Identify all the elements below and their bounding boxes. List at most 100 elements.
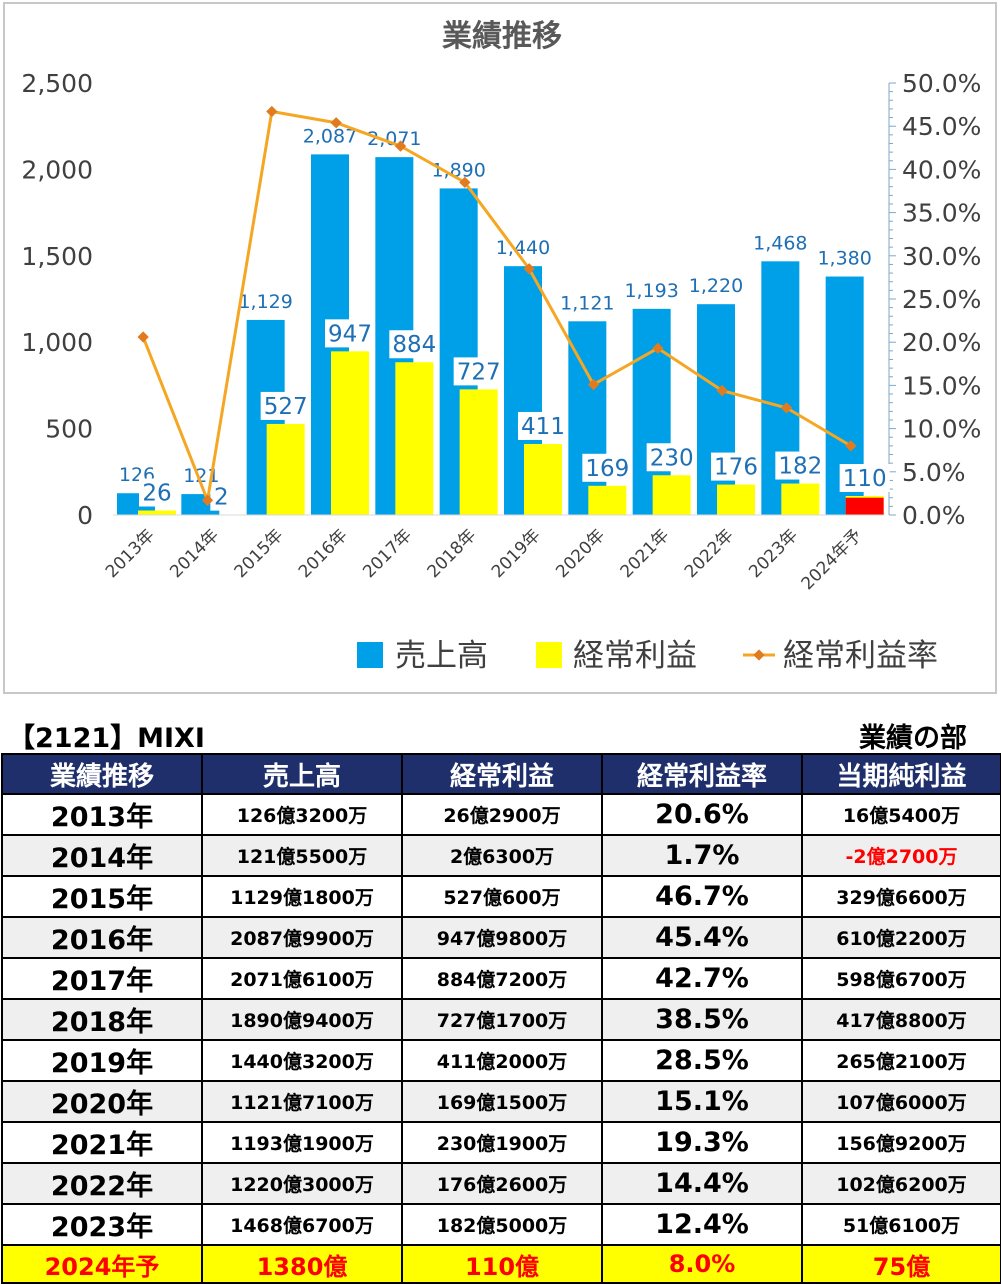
y-left-tick-label: 1,000 bbox=[21, 328, 93, 357]
row-profit-rate-cell: 20.6% bbox=[602, 794, 802, 835]
sales-data-label: 1,380 bbox=[817, 248, 871, 270]
ordinary-profit-data-label: 110 bbox=[843, 466, 887, 492]
bar-ordinary-profit bbox=[395, 362, 433, 515]
ordinary-profit-data-label: 947 bbox=[328, 321, 372, 347]
y-right-tick-label: 0.0% bbox=[902, 501, 966, 530]
ordinary-profit-data-label: 527 bbox=[264, 394, 308, 420]
sales-data-label: 1,129 bbox=[238, 291, 292, 313]
bar-ordinary-profit bbox=[460, 389, 498, 515]
y-right-tick-label: 35.0% bbox=[902, 199, 981, 228]
row-sales-cell: 1193億1900万 bbox=[202, 1122, 402, 1163]
legend-marker-profit-rate bbox=[753, 649, 764, 660]
bar-ordinary-profit bbox=[588, 486, 626, 515]
y-right-tick-label: 15.0% bbox=[902, 371, 981, 400]
row-net-income-cell: 417億8800万 bbox=[802, 999, 1001, 1040]
y-right-tick-label: 50.0% bbox=[902, 69, 981, 98]
row-ordinary-profit-cell: 2億6300万 bbox=[402, 835, 602, 876]
x-tick-label: 2019年 bbox=[488, 525, 545, 582]
row-year-cell: 2017年 bbox=[2, 958, 202, 999]
row-sales-cell: 121億5500万 bbox=[202, 835, 402, 876]
x-tick-label: 2018年 bbox=[424, 525, 481, 582]
x-tick-label: 2021年 bbox=[617, 525, 674, 582]
x-tick-label: 2017年 bbox=[359, 525, 416, 582]
row-net-income-cell: 156億9200万 bbox=[802, 1122, 1001, 1163]
row-net-income-cell: 16億5400万 bbox=[802, 794, 1001, 835]
row-profit-rate-cell: 46.7% bbox=[602, 876, 802, 917]
bar-ordinary-profit bbox=[267, 424, 305, 515]
y-right-tick-label: 10.0% bbox=[902, 415, 981, 444]
profit-rate-point bbox=[138, 331, 149, 342]
row-net-income-cell: 107億6000万 bbox=[802, 1081, 1001, 1122]
x-tick-label: 2020年 bbox=[552, 525, 609, 582]
row-net-income-cell: -2億2700万 bbox=[802, 835, 1001, 876]
bar-ordinary-profit bbox=[331, 351, 369, 515]
sales-data-label: 1,440 bbox=[496, 237, 550, 259]
row-sales-cell: 1129億1800万 bbox=[202, 876, 402, 917]
y-right-tick-label: 40.0% bbox=[902, 155, 981, 184]
row-year-cell: 2022年 bbox=[2, 1163, 202, 1204]
x-tick-label: 2022年 bbox=[681, 525, 738, 582]
row-profit-rate-cell: 45.4% bbox=[602, 917, 802, 958]
x-tick-label: 2023年 bbox=[745, 525, 802, 582]
row-net-income-cell: 610億2200万 bbox=[802, 917, 1001, 958]
x-tick-label: 2016年 bbox=[295, 525, 352, 582]
row-sales-cell: 1468億6700万 bbox=[202, 1204, 402, 1245]
row-ordinary-profit-cell: 169億1500万 bbox=[402, 1081, 602, 1122]
y-right-tick-label: 20.0% bbox=[902, 328, 981, 357]
row-ordinary-profit-cell: 230億1900万 bbox=[402, 1122, 602, 1163]
ordinary-profit-data-label: 176 bbox=[714, 455, 758, 481]
forecast-profit-rate-cell: 8.0% bbox=[602, 1245, 802, 1283]
column-header-sales: 売上高 bbox=[202, 754, 402, 794]
row-ordinary-profit-cell: 26億2900万 bbox=[402, 794, 602, 835]
row-ordinary-profit-cell: 176億2600万 bbox=[402, 1163, 602, 1204]
row-year-cell: 2019年 bbox=[2, 1040, 202, 1081]
row-net-income-cell: 598億6700万 bbox=[802, 958, 1001, 999]
forecast-sales-cell: 1380億 bbox=[202, 1245, 402, 1283]
column-header-ordinary-profit: 経常利益 bbox=[402, 754, 602, 794]
bar-ordinary-profit bbox=[781, 484, 819, 515]
y-left-tick-label: 500 bbox=[45, 415, 93, 444]
chart-svg: 業績推移05001,0001,5002,0002,5000.0%5.0%10.0… bbox=[5, 4, 999, 696]
sales-data-label: 1,193 bbox=[624, 280, 678, 302]
row-profit-rate-cell: 28.5% bbox=[602, 1040, 802, 1081]
legend-label-sales: 売上高 bbox=[395, 638, 488, 674]
y-left-tick-label: 2,000 bbox=[21, 155, 93, 184]
row-net-income-cell: 329億6600万 bbox=[802, 876, 1001, 917]
row-year-cell: 2020年 bbox=[2, 1081, 202, 1122]
column-header-year: 業績推移 bbox=[2, 754, 202, 794]
sales-data-label: 1,468 bbox=[753, 232, 807, 254]
ordinary-profit-data-label: 26 bbox=[142, 481, 171, 507]
row-profit-rate-cell: 12.4% bbox=[602, 1204, 802, 1245]
ordinary-profit-data-label: 2 bbox=[214, 485, 229, 511]
row-year-cell: 2018年 bbox=[2, 999, 202, 1040]
x-tick-label: 2024年予 bbox=[798, 525, 867, 594]
ordinary-profit-data-label: 230 bbox=[650, 445, 694, 471]
row-profit-rate-cell: 38.5% bbox=[602, 999, 802, 1040]
profit-rate-point bbox=[266, 106, 277, 117]
forecast-ordinary-profit-cell: 110億 bbox=[402, 1245, 602, 1283]
chart-title: 業績推移 bbox=[442, 19, 562, 54]
ordinary-profit-data-label: 884 bbox=[392, 332, 436, 358]
row-year-cell: 2015年 bbox=[2, 876, 202, 917]
row-sales-cell: 2087億9900万 bbox=[202, 917, 402, 958]
x-tick-label: 2015年 bbox=[231, 525, 288, 582]
forecast-net-income-cell: 75億 bbox=[802, 1245, 1001, 1283]
row-profit-rate-cell: 15.1% bbox=[602, 1081, 802, 1122]
y-left-tick-label: 0 bbox=[77, 501, 93, 530]
row-year-cell: 2023年 bbox=[2, 1204, 202, 1245]
legend-swatch-ordinary-profit bbox=[536, 642, 562, 668]
row-ordinary-profit-cell: 727億1700万 bbox=[402, 999, 602, 1040]
row-net-income-cell: 51億6100万 bbox=[802, 1204, 1001, 1245]
bar-ordinary-profit bbox=[717, 485, 755, 515]
row-sales-cell: 1440億3200万 bbox=[202, 1040, 402, 1081]
